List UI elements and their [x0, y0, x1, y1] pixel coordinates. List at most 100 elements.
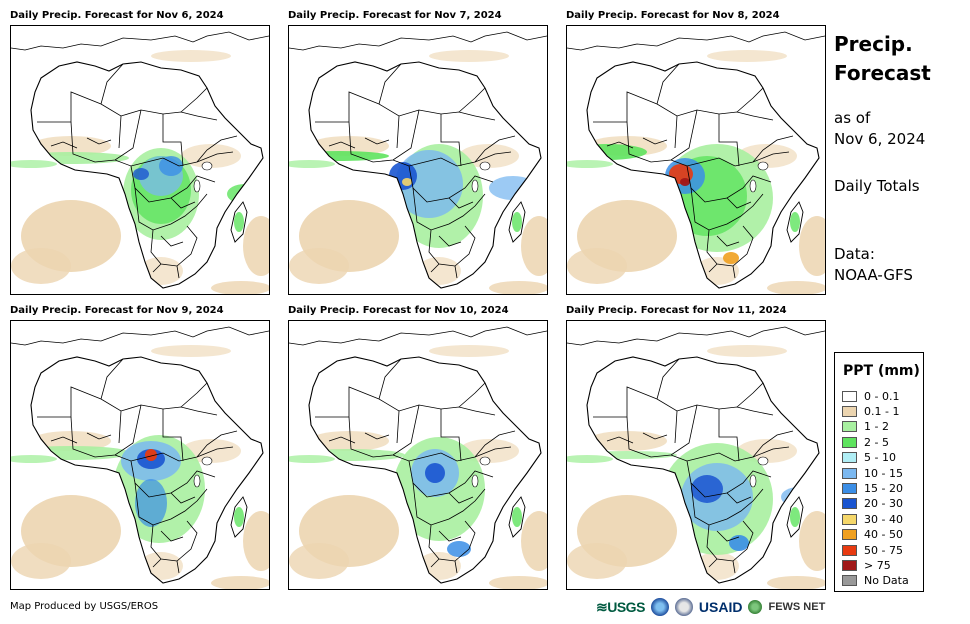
continent-outline [586, 61, 820, 289]
country-border [378, 358, 486, 408]
legend-item: 20 - 30 [842, 497, 903, 511]
precip-area [211, 576, 269, 589]
country-border [50, 137, 112, 149]
legend-item: 5 - 10 [842, 451, 896, 465]
precip-area [141, 367, 221, 407]
precip-area [11, 455, 57, 463]
precip-area [512, 212, 522, 232]
africa-map-svg [11, 326, 269, 589]
precip-area [243, 216, 269, 276]
europe-coastline [567, 326, 825, 346]
as-of-label: as of [834, 109, 871, 127]
country-border [396, 409, 496, 462]
credit-text: Map Produced by USGS/EROS [10, 601, 159, 612]
legend-item: No Data [842, 574, 909, 588]
europe-coastline [11, 326, 269, 346]
lake-outline [193, 179, 201, 193]
land-precip-group [31, 365, 263, 583]
precip-area [799, 511, 825, 571]
africa-map-svg [289, 31, 547, 294]
panel-title: Daily Precip. Forecast for Nov 8, 2024 [566, 10, 780, 21]
lake-outline [479, 161, 491, 171]
panel-title: Daily Precip. Forecast for Nov 6, 2024 [10, 10, 224, 21]
usgs-logo: ≋USGS [596, 598, 645, 615]
country-border [430, 558, 458, 574]
precip-area [309, 431, 389, 451]
precip-area [139, 257, 183, 285]
lake-outline [479, 456, 491, 466]
precip-area [790, 507, 800, 527]
country-border [134, 187, 208, 231]
legend-item: 10 - 15 [842, 466, 903, 480]
country-border [152, 558, 180, 574]
panel-title: Daily Precip. Forecast for Nov 9, 2024 [10, 305, 224, 316]
precip-area [429, 345, 509, 357]
legend-label: 15 - 20 [864, 481, 903, 495]
europe-coastline [289, 31, 547, 51]
continent-outline [586, 356, 820, 584]
country-border [670, 151, 790, 167]
legend-label: 1 - 2 [864, 420, 889, 434]
precip-area [234, 212, 244, 232]
precip-map [566, 25, 826, 295]
precip-area [11, 248, 71, 284]
panel-title: Daily Precip. Forecast for Nov 10, 2024 [288, 305, 509, 316]
country-border [656, 358, 764, 408]
precip-map [566, 320, 826, 590]
country-border [626, 109, 698, 163]
legend-swatch [842, 559, 857, 571]
precip-area [707, 50, 787, 62]
country-border [118, 409, 218, 462]
legend-item: 40 - 50 [842, 528, 903, 542]
legend-swatch [842, 482, 857, 494]
country-border [196, 430, 238, 458]
precip-area [587, 431, 667, 451]
legend-label: 5 - 10 [864, 451, 896, 465]
precip-map [288, 320, 548, 590]
lake-outline [471, 474, 479, 488]
legend-item: 50 - 75 [842, 543, 903, 557]
panel-title: Daily Precip. Forecast for Nov 7, 2024 [288, 10, 502, 21]
country-border [392, 151, 512, 167]
legend-label: 2 - 5 [864, 435, 889, 449]
country-border [656, 63, 764, 113]
precip-area [697, 72, 777, 112]
legend-swatch [842, 421, 857, 433]
country-border [670, 446, 790, 462]
precip-area [417, 257, 461, 285]
country-border [348, 109, 420, 163]
nasa-seal-logo [674, 598, 693, 616]
lake-outline [471, 179, 479, 193]
country-border [690, 187, 764, 231]
lake-outline [749, 179, 757, 193]
sidebar-title-line1: Precip. [834, 32, 913, 56]
precip-area [521, 216, 547, 276]
precip-area [447, 541, 471, 557]
precip-area [199, 285, 211, 288]
precip-area [309, 136, 389, 156]
country-border [160, 492, 196, 542]
legend-label: 0.1 - 1 [864, 404, 900, 418]
europe-coastline [11, 31, 269, 51]
precip-area [133, 168, 149, 180]
precip-area [289, 248, 349, 284]
country-border [708, 558, 736, 574]
precip-area [707, 345, 787, 357]
precip-area [31, 136, 111, 156]
legend-label: 50 - 75 [864, 543, 903, 557]
country-border [328, 432, 390, 444]
country-border [412, 482, 486, 526]
legend-swatch [842, 498, 857, 510]
country-border [474, 430, 516, 458]
continent-outline [30, 356, 264, 584]
precip-area [680, 178, 690, 186]
country-border [752, 430, 794, 458]
country-border [134, 482, 208, 526]
lake-outline [201, 456, 213, 466]
country-border [708, 263, 736, 279]
country-border [392, 446, 512, 462]
precip-area [31, 431, 111, 451]
lake-outline [757, 456, 769, 466]
precip-area [790, 212, 800, 232]
